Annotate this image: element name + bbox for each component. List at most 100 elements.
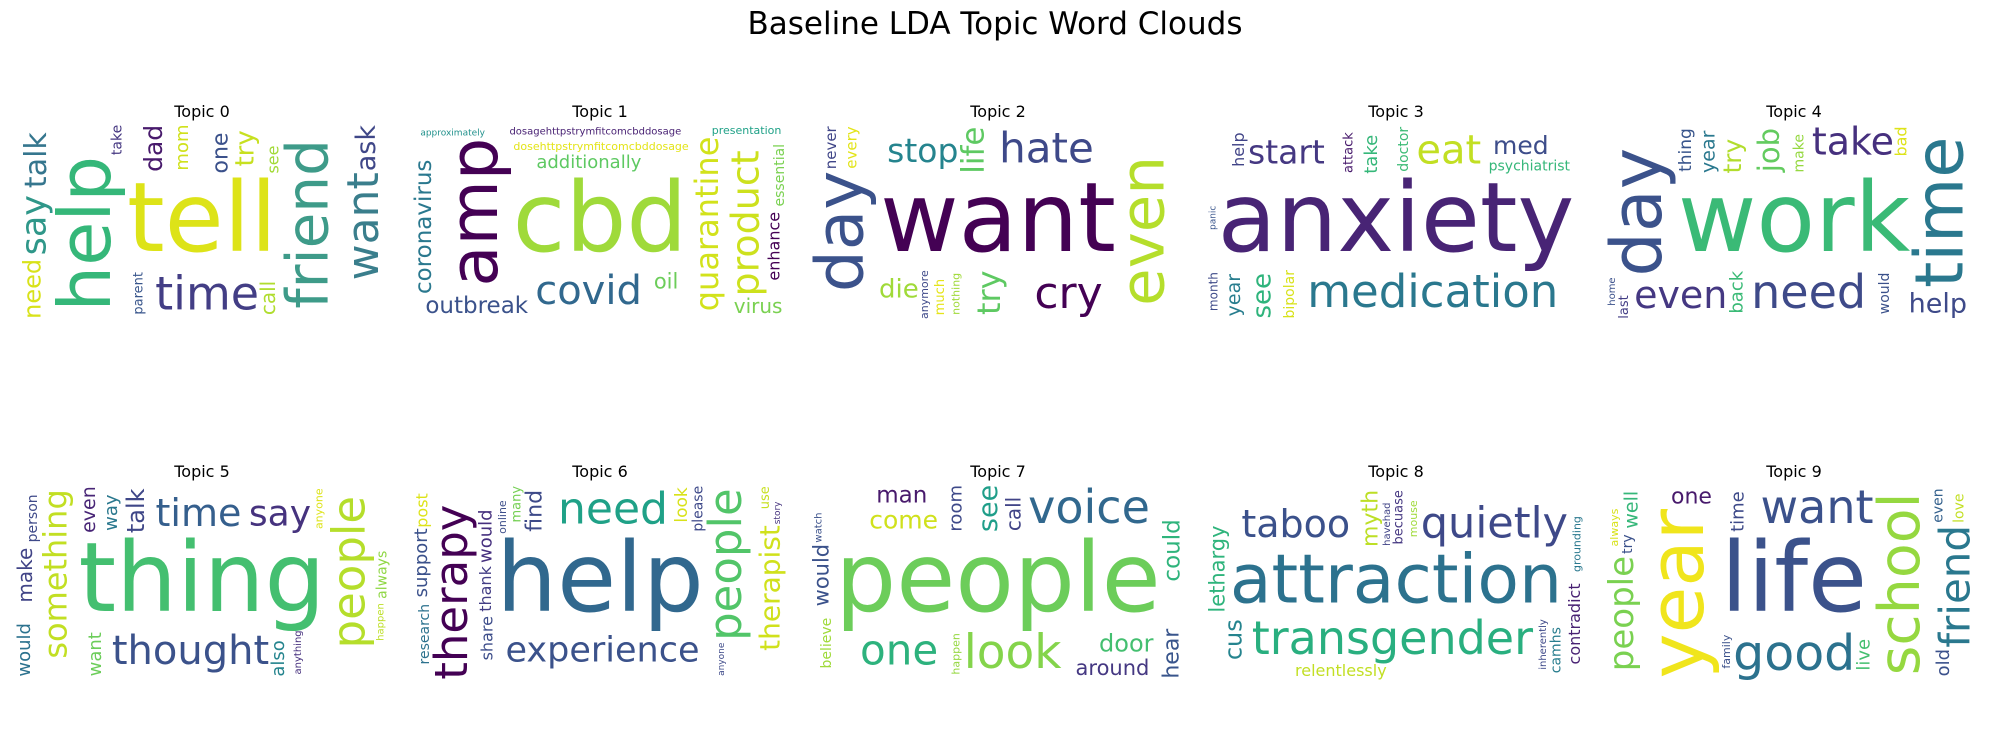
topic-title: Topic 0	[174, 102, 230, 121]
word-door: door	[1099, 629, 1154, 657]
word-bipolar: bipolar	[1282, 270, 1298, 319]
word-take: take	[1812, 122, 1894, 164]
word-time: time	[1727, 491, 1748, 532]
word-say: say	[249, 493, 311, 534]
word-friend: friend	[1930, 525, 1979, 648]
word-help: help	[496, 522, 704, 634]
word-cloud: anxiety take medication eat doctor start bipol…	[1206, 122, 1586, 322]
word-cloud-canvas: help therapy people therapist need experience…	[411, 483, 787, 679]
word-need: need	[18, 259, 46, 319]
word-contradict: contradict	[1565, 583, 1584, 664]
word-life: life	[956, 127, 992, 174]
word-could: could	[1159, 519, 1185, 581]
word-need: need	[558, 483, 668, 534]
word-grounding: grounding	[1571, 516, 1584, 572]
word-want: want	[880, 162, 1116, 274]
word-psychiatrist: psychiatrist	[1489, 158, 1571, 174]
topic-title: Topic 4	[1766, 102, 1822, 121]
word-hear: hear	[1160, 628, 1185, 679]
word-month: month	[1207, 272, 1221, 311]
word-old: old	[1933, 649, 1954, 676]
word-believe: believe	[819, 618, 835, 669]
word-anymore: anymore	[918, 270, 931, 319]
word-school: school	[1867, 493, 1933, 676]
word-want: want	[338, 172, 389, 280]
word-would: would	[1877, 273, 1893, 315]
word-lethargy: lethargy	[1206, 525, 1230, 612]
word-even: even	[1108, 156, 1179, 306]
word-want: want	[85, 632, 106, 676]
word-taboo: taboo	[1241, 502, 1350, 546]
word-virus: virus	[734, 294, 783, 318]
word-med: med	[1493, 131, 1549, 160]
word-relentlessly: relentlessly	[1295, 661, 1387, 680]
word-enhance: enhance	[764, 212, 783, 281]
topic-panel: Topic 0 tell help friend want say talk one need t…	[12, 102, 392, 322]
word-man: man	[876, 483, 927, 509]
word-day: day	[808, 171, 879, 292]
word-experience: experience	[506, 631, 700, 671]
word-see: see	[1247, 273, 1277, 319]
word-thank: thank	[476, 565, 495, 611]
word-becuase: becuase	[1392, 490, 1407, 544]
word-last: last	[1617, 295, 1632, 318]
word-thought: thought	[112, 628, 269, 674]
word-approximately: approximately	[420, 129, 485, 139]
topic-panel: Topic 5 thing people something make thought ti…	[12, 462, 392, 682]
word-try: try	[1620, 534, 1636, 554]
word-help: help	[43, 156, 127, 312]
word-one: one	[1671, 484, 1712, 509]
word-cloud: help therapy people therapist need experience…	[410, 482, 790, 682]
word-one: one	[860, 625, 938, 674]
topic-title: Topic 2	[970, 102, 1026, 121]
topic-panel: Topic 7 people see would could hear look voice r…	[808, 462, 1188, 682]
word-thing: thing	[1676, 128, 1696, 172]
word-good: good	[1733, 625, 1855, 682]
word-people: people	[835, 522, 1160, 634]
word-friend: friend	[273, 139, 341, 309]
word-cloud: attraction myth transgender quietly lethargy…	[1206, 482, 1586, 682]
word-well: well	[1621, 491, 1643, 529]
word-quietly: quietly	[1421, 498, 1568, 548]
word-come: come	[869, 506, 938, 535]
word-person: person	[25, 494, 41, 542]
word-therapist: therapist	[753, 525, 786, 651]
word-cus: cus	[1219, 619, 1247, 660]
topic-title: Topic 9	[1766, 462, 1822, 481]
word-help: help	[1229, 132, 1248, 167]
topic-panel: Topic 4 work time day job need make take even yea…	[1604, 102, 1984, 322]
word-way: way	[101, 494, 122, 531]
word-cloud: thing people something make thought time talk s…	[12, 482, 392, 682]
topic-panel: Topic 2 want day even life try hate cry nothing s…	[808, 102, 1188, 322]
word-people: people	[699, 488, 752, 641]
word-something: something	[36, 489, 74, 658]
topic-panel: Topic 8 attraction myth transgender quietly l…	[1206, 462, 1586, 682]
word-tell: tell	[127, 162, 277, 274]
topic-title: Topic 6	[572, 462, 628, 481]
word-need: need	[1751, 265, 1866, 319]
word-talk: talk	[19, 132, 54, 188]
word-start: start	[1248, 133, 1325, 172]
word-look: look	[672, 487, 692, 523]
word-attraction: attraction	[1230, 540, 1562, 619]
word-outbreak: outbreak	[425, 293, 528, 319]
word-oil: oil	[654, 270, 679, 294]
word-online: online	[496, 500, 509, 534]
topic-title: Topic 8	[1368, 462, 1424, 481]
topic-title: Topic 5	[174, 462, 230, 481]
topic-title: Topic 1	[572, 102, 628, 121]
word-stop: stop	[887, 131, 958, 170]
word-support: support	[411, 528, 432, 597]
word-camhs: camhs	[1548, 627, 1564, 673]
word-one: one	[209, 133, 234, 174]
word-dad: dad	[139, 125, 168, 172]
word-call: call	[256, 281, 280, 315]
word-always: always	[374, 551, 390, 599]
word-see: see	[973, 485, 1004, 532]
